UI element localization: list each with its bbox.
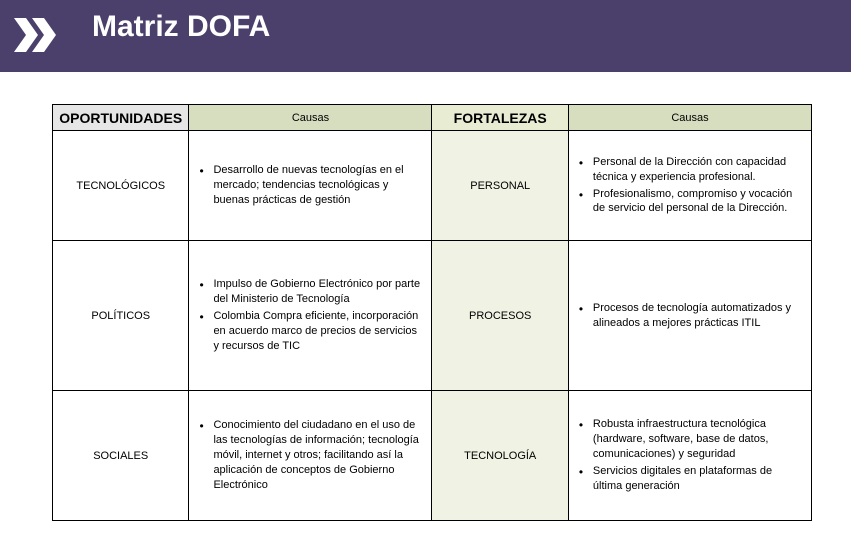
header-band: Matriz DOFA — [0, 0, 851, 72]
head-oportunidades: OPORTUNIDADES — [53, 105, 189, 131]
causa-item: Robusta infraestructura tecnológica (har… — [575, 417, 803, 462]
matrix-wrap: OPORTUNIDADES Causas FORTALEZAS Causas T… — [52, 104, 812, 521]
causa-item: Personal de la Dirección con capacidad t… — [575, 155, 803, 185]
dofa-table: OPORTUNIDADES Causas FORTALEZAS Causas T… — [52, 104, 812, 521]
cat-right: TECNOLOGÍA — [432, 391, 568, 521]
causa-item: Conocimiento del ciudadano en el uso de … — [195, 418, 423, 492]
chevrons-icon — [14, 18, 70, 52]
causa-item: Impulso de Gobierno Electrónico por part… — [195, 277, 423, 307]
head-fortalezas: FORTALEZAS — [432, 105, 568, 131]
cat-right: PROCESOS — [432, 241, 568, 391]
head-causas-right: Causas — [568, 105, 811, 131]
page-title: Matriz DOFA — [92, 10, 270, 44]
slide-page: Matriz DOFA OPORTUNIDADES Causas FORTALE… — [0, 0, 851, 540]
table-header-row: OPORTUNIDADES Causas FORTALEZAS Causas — [53, 105, 812, 131]
head-causas-left: Causas — [189, 105, 432, 131]
table-row: TECNOLÓGICOS Desarrollo de nuevas tecnol… — [53, 131, 812, 241]
cat-right: PERSONAL — [432, 131, 568, 241]
cat-left: POLÍTICOS — [53, 241, 189, 391]
causa-left: Impulso de Gobierno Electrónico por part… — [189, 241, 432, 391]
causa-item: Profesionalismo, compromiso y vocación d… — [575, 187, 803, 217]
causa-right: Procesos de tecnología automatizados y a… — [568, 241, 811, 391]
causa-item: Colombia Compra eficiente, incorporación… — [195, 309, 423, 354]
table-row: POLÍTICOS Impulso de Gobierno Electrónic… — [53, 241, 812, 391]
causa-right: Personal de la Dirección con capacidad t… — [568, 131, 811, 241]
causa-left: Conocimiento del ciudadano en el uso de … — [189, 391, 432, 521]
table-row: SOCIALES Conocimiento del ciudadano en e… — [53, 391, 812, 521]
causa-item: Desarrollo de nuevas tecnologías en el m… — [195, 163, 423, 208]
causa-item: Procesos de tecnología automatizados y a… — [575, 301, 803, 331]
causa-left: Desarrollo de nuevas tecnologías en el m… — [189, 131, 432, 241]
causa-item: Servicios digitales en plataformas de úl… — [575, 464, 803, 494]
cat-left: SOCIALES — [53, 391, 189, 521]
causa-right: Robusta infraestructura tecnológica (har… — [568, 391, 811, 521]
cat-left: TECNOLÓGICOS — [53, 131, 189, 241]
